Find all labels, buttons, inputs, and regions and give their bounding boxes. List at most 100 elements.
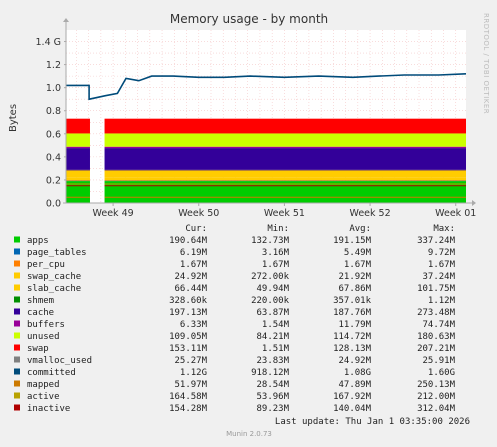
area-slab_cache	[66, 169, 90, 178]
area-swap	[104, 118, 467, 134]
legend-value: 272.00k	[251, 272, 290, 282]
legend-value: 212.00M	[417, 392, 456, 402]
legend-value: 191.15M	[333, 236, 372, 246]
legend-value: 11.79M	[338, 320, 371, 330]
legend-value: 1.12M	[428, 296, 456, 306]
legend-value: 6.19M	[180, 248, 208, 258]
legend-value: 273.48M	[417, 308, 456, 318]
legend-value: 74.74M	[422, 320, 455, 330]
legend-value: 1.12G	[180, 368, 207, 378]
legend-label: shmem	[27, 296, 54, 306]
legend-value: 23.83M	[256, 356, 289, 366]
legend-value: 167.92M	[333, 392, 372, 402]
legend-value: 37.24M	[422, 272, 455, 282]
x-tick-label: Week 51	[264, 208, 305, 219]
legend-value: 101.75M	[417, 284, 456, 294]
legend-value: 28.54M	[256, 380, 289, 390]
legend-label: swap_cache	[27, 272, 81, 282]
legend-value: 154.28M	[169, 404, 208, 414]
legend-value: 1.67M	[180, 260, 208, 270]
legend-header: Avg:	[349, 224, 371, 234]
legend-value: 66.44M	[174, 284, 207, 294]
legend-value: 140.04M	[333, 404, 372, 414]
legend-swatch	[14, 332, 20, 339]
legend-value: 328.60k	[169, 296, 208, 306]
legend-label: cache	[27, 308, 54, 318]
area-cache	[104, 148, 467, 170]
legend-value: 1.67M	[344, 260, 372, 270]
legend-value: 9.72M	[428, 248, 456, 258]
legend-value: 132.73M	[251, 236, 290, 246]
area-swap_cache	[104, 177, 467, 181]
y-tick-label: 1.0	[46, 83, 61, 94]
legend-value: 47.89M	[338, 380, 371, 390]
legend-label: buffers	[27, 320, 65, 330]
legend-value: 1.08G	[344, 368, 371, 378]
legend-swatch	[14, 296, 20, 303]
x-tick-label: Week 01	[435, 208, 476, 219]
legend-label: vmalloc_used	[27, 356, 92, 366]
legend-value: 24.92M	[338, 356, 371, 366]
legend-value: 6.33M	[180, 320, 208, 330]
legend-swatch	[14, 356, 20, 363]
legend-value: 5.49M	[344, 248, 372, 258]
x-axis-arrow	[472, 200, 476, 206]
legend-swatch	[14, 248, 20, 255]
legend-value: 312.04M	[417, 404, 456, 414]
legend-value: 109.05M	[169, 332, 208, 342]
legend-swatch	[14, 308, 20, 315]
legend-swatch	[14, 272, 20, 279]
legend-value: 187.76M	[333, 308, 372, 318]
legend-value: 337.24M	[417, 236, 456, 246]
area-unused	[104, 133, 467, 147]
rrdtool-watermark: RRDTOOL / TOBI OETIKER	[482, 13, 490, 114]
legend-value: 153.11M	[169, 344, 208, 354]
legend-value: 53.96M	[256, 392, 289, 402]
legend-swatch	[14, 404, 20, 411]
legend-value: 190.64M	[169, 236, 208, 246]
legend-label: inactive	[27, 404, 70, 414]
last-update: Last update: Thu Jan 1 03:35:00 2026	[275, 417, 470, 427]
legend-swatch	[14, 284, 20, 291]
legend-value: 84.21M	[256, 332, 289, 342]
y-axis-label: Bytes	[8, 104, 19, 132]
legend-value: 25.27M	[174, 356, 207, 366]
legend-value: 207.21M	[417, 344, 456, 354]
legend-label: slab_cache	[27, 284, 81, 294]
legend-value: 128.13M	[333, 344, 372, 354]
legend-value: 51.97M	[174, 380, 207, 390]
legend-swatch	[14, 392, 20, 399]
legend-value: 25.91M	[422, 356, 455, 366]
legend-value: 1.54M	[262, 320, 290, 330]
legend-value: 24.92M	[174, 272, 207, 282]
legend-value: 1.51M	[262, 344, 290, 354]
x-tick-label: Week 50	[178, 208, 219, 219]
legend-label: per_cpu	[27, 260, 65, 270]
y-tick-label: 1.2	[46, 60, 61, 71]
x-tick-label: Week 49	[93, 208, 134, 219]
legend-swatch	[14, 344, 20, 351]
legend-value: 164.58M	[169, 392, 208, 402]
legend-value: 67.86M	[338, 284, 371, 294]
legend-value: 357.01k	[333, 296, 372, 306]
legend-label: unused	[27, 332, 60, 342]
legend-label: mapped	[27, 380, 60, 390]
area-cache	[66, 148, 90, 170]
area-swap_cache	[66, 177, 90, 181]
y-tick-label: 0.8	[46, 106, 61, 117]
area-buffers	[66, 146, 90, 149]
legend-label: committed	[27, 368, 76, 378]
legend-value: 197.13M	[169, 308, 208, 318]
area-slab_cache	[104, 169, 467, 178]
chart-title: Memory usage - by month	[170, 12, 328, 26]
legend-swatch	[14, 320, 20, 327]
legend: Cur: Min: Avg: Max: apps 190.64M 132.73M 191.15…	[14, 224, 456, 414]
legend-value: 220.00k	[251, 296, 290, 306]
legend-value: 21.92M	[338, 272, 371, 282]
legend-swatch	[14, 260, 20, 267]
munin-version: Munin 2.0.73	[226, 430, 272, 438]
legend-value: 1.67M	[428, 260, 456, 270]
legend-value: 89.23M	[256, 404, 289, 414]
